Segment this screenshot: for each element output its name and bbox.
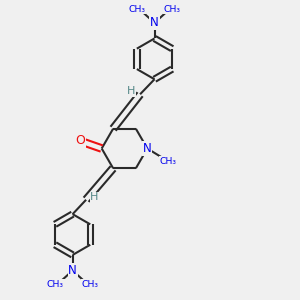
Text: N: N bbox=[143, 142, 152, 155]
Text: N: N bbox=[150, 16, 159, 29]
Text: O: O bbox=[75, 134, 85, 148]
Text: CH₃: CH₃ bbox=[81, 280, 98, 289]
Text: N: N bbox=[68, 264, 77, 277]
Text: CH₃: CH₃ bbox=[163, 4, 180, 14]
Text: H: H bbox=[90, 192, 99, 202]
Text: H: H bbox=[127, 86, 135, 96]
Text: CH₃: CH₃ bbox=[160, 157, 177, 166]
Text: CH₃: CH₃ bbox=[129, 4, 146, 14]
Text: CH₃: CH₃ bbox=[47, 280, 64, 289]
